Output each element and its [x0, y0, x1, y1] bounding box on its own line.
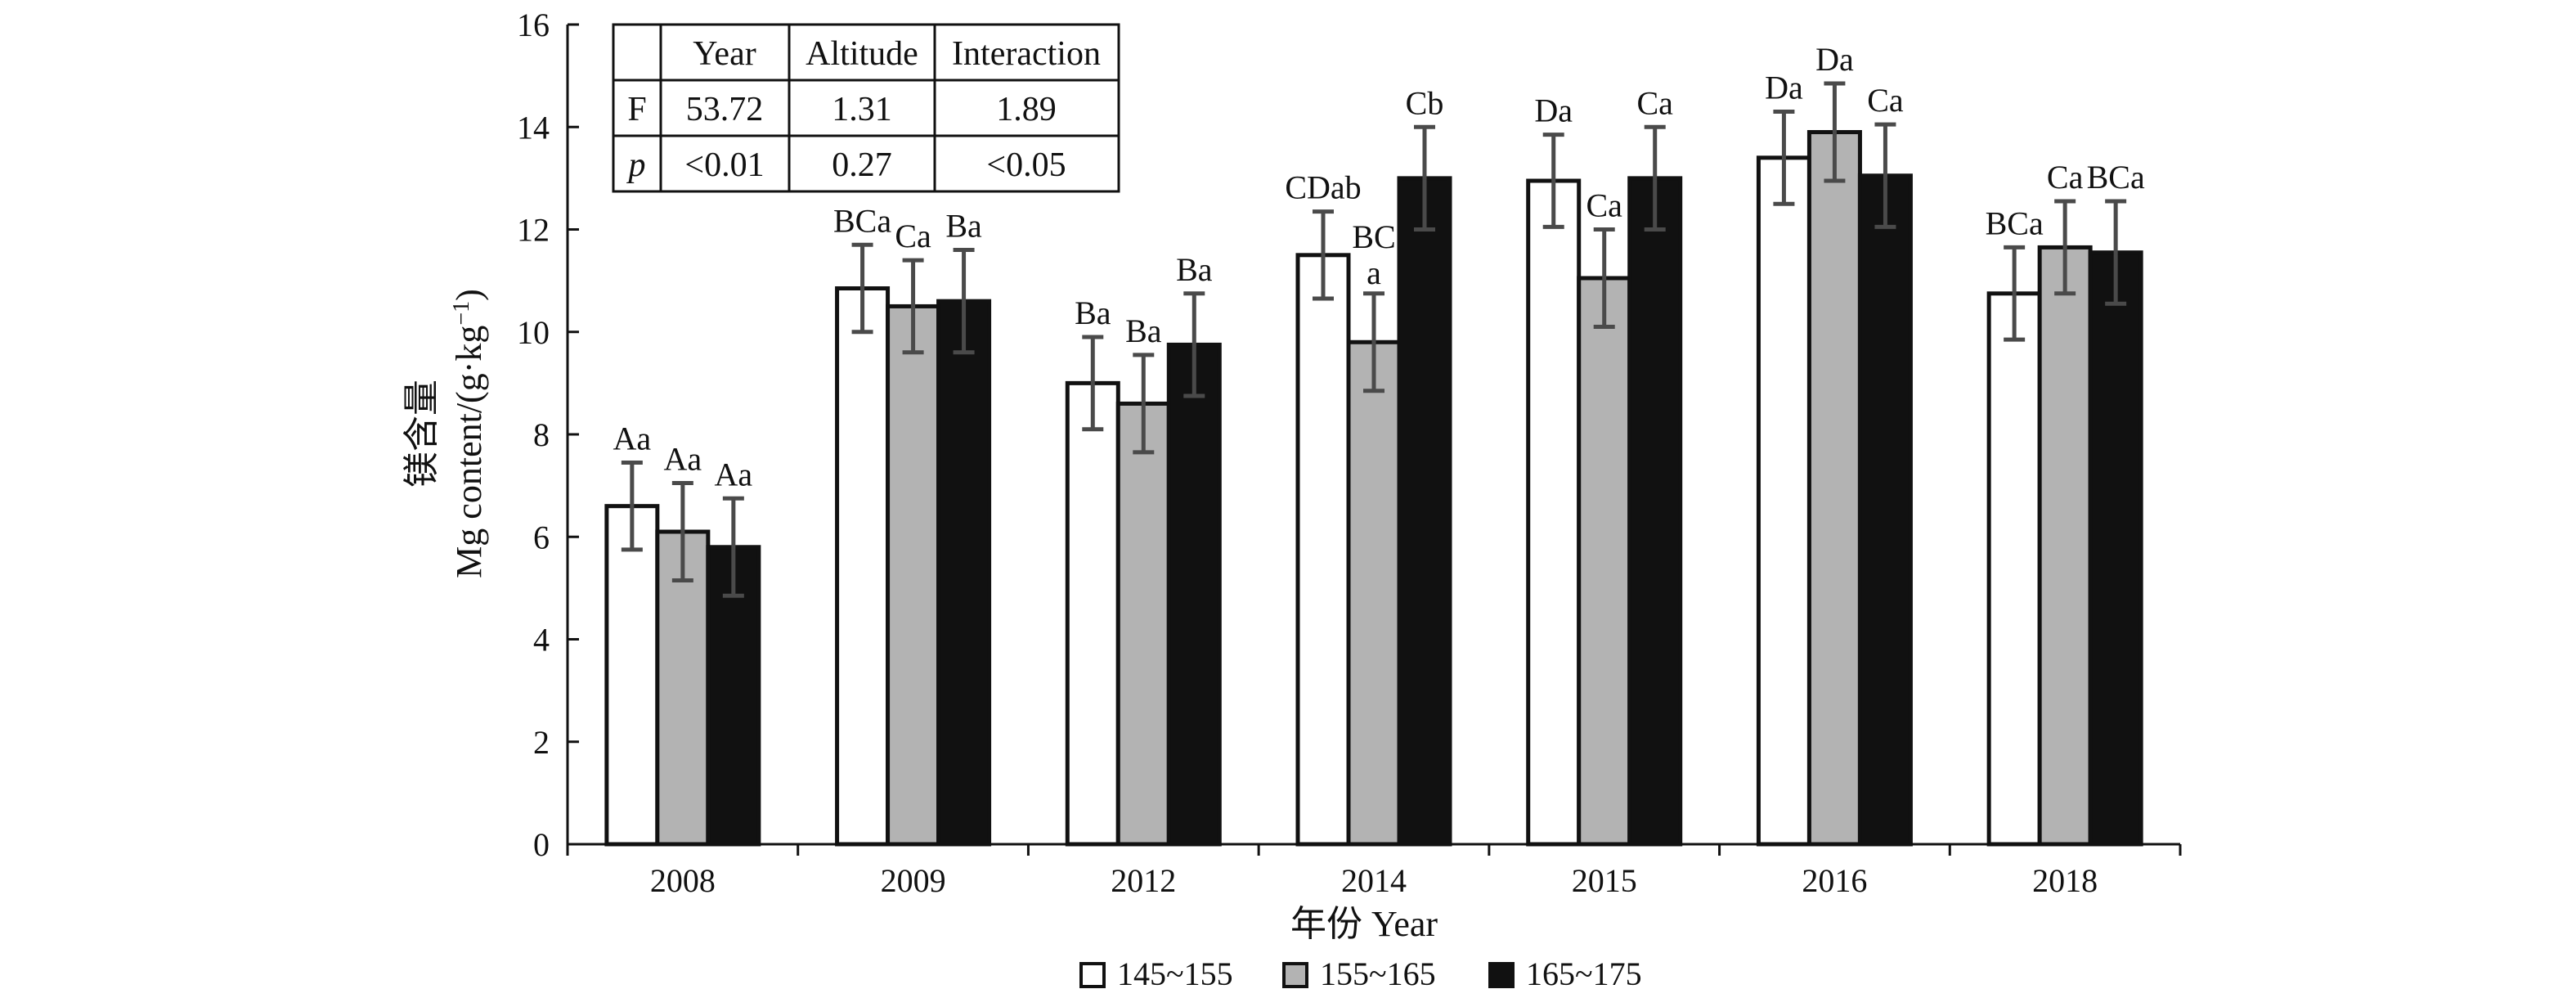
bar	[2088, 250, 2143, 847]
data-label: BCa	[2087, 159, 2145, 196]
stats-table-p-altitude: 0.27	[832, 146, 892, 184]
data-label: Ba	[1075, 294, 1111, 331]
data-label: Aa	[664, 440, 702, 477]
x-tick-label: 2008	[650, 862, 716, 899]
bar	[1166, 342, 1222, 847]
data-label: Ca	[1586, 187, 1622, 224]
data-label: Ca	[2047, 159, 2084, 196]
x-tick-label: 2018	[2032, 862, 2098, 899]
stats-table-row-f-label: F	[627, 91, 646, 128]
y-axis-title-exponent: −1	[449, 301, 474, 326]
legend-label-155-165: 155~165	[1320, 955, 1436, 992]
y-tick-label: 6	[533, 519, 550, 555]
legend-swatch-155-165	[1282, 962, 1308, 988]
bar	[886, 303, 941, 847]
bar	[1857, 173, 1913, 847]
bar	[936, 299, 992, 847]
bar	[1806, 130, 1862, 847]
y-tick-label: 0	[533, 826, 550, 863]
data-label: Ca	[895, 218, 931, 254]
x-tick-label: 2014	[1341, 862, 1407, 899]
data-label: Aa	[613, 420, 652, 456]
data-label: BCa	[833, 202, 891, 239]
y-tick-label: 16	[517, 7, 550, 43]
stats-table-f-year: 53.72	[686, 91, 764, 128]
data-label: Ba	[1125, 312, 1162, 349]
data-label: Da	[1815, 41, 1854, 78]
x-axis-title: 年份 Year	[1290, 904, 1438, 944]
bar	[1577, 276, 1632, 847]
bar	[1627, 176, 1683, 847]
x-tick-label: 2015	[1572, 862, 1637, 899]
legend-label-165-175: 165~175	[1526, 955, 1642, 992]
stats-table-p-year: <0.01	[684, 146, 764, 184]
bar	[835, 286, 891, 847]
y-axis-title-close: )	[449, 289, 489, 301]
data-label: Ba	[1176, 251, 1213, 288]
bar	[1756, 155, 1811, 847]
stats-table-border	[612, 23, 1120, 193]
bar	[1065, 380, 1120, 847]
y-axis-title-cn: 镁含量	[402, 380, 442, 488]
stats-table-p-interaction: <0.05	[986, 146, 1066, 184]
bar	[1115, 401, 1171, 847]
y-tick-label: 12	[517, 212, 550, 249]
y-tick-label: 2	[533, 724, 550, 761]
stats-table-header-interaction: Interaction	[952, 35, 1101, 73]
legend: 145~155 155~165 165~175	[1079, 955, 1642, 992]
data-label: Da	[1534, 92, 1573, 129]
data-label: BC	[1352, 218, 1395, 255]
y-tick-label: 10	[517, 314, 550, 351]
data-label: Da	[1765, 69, 1803, 106]
legend-label-145-155: 145~155	[1117, 955, 1233, 992]
y-tick-label: 8	[533, 416, 550, 453]
y-tick-label: 4	[533, 622, 550, 659]
x-tick-label: 2016	[1802, 862, 1867, 899]
data-label: a	[1367, 254, 1381, 291]
x-tick-label: 2009	[881, 862, 946, 899]
stats-table-f-interaction: 1.89	[996, 91, 1057, 128]
data-label: CDab	[1285, 169, 1361, 206]
y-axis-title: 镁含量 Mg content/(g·kg−1)	[402, 289, 489, 578]
bar	[1526, 178, 1582, 847]
y-axis-title-unit: Mg content/(g·kg	[449, 326, 489, 578]
data-label: BCa	[1986, 205, 2044, 241]
bar	[1986, 291, 2042, 847]
bar	[604, 504, 660, 847]
stats-table: Year Altitude Interaction F 53.72 1.31 1…	[612, 23, 1120, 193]
stats-table-f-altitude: 1.31	[832, 91, 892, 128]
legend-swatch-165-175	[1488, 962, 1515, 988]
bar	[1295, 253, 1351, 847]
x-tick-label: 2012	[1111, 862, 1176, 899]
axes: 0 2 4 6 8 10 12 14 16 2008 2009 2012 2014 2015 2016 201…	[517, 7, 2182, 899]
legend-swatch-145-155	[1079, 962, 1106, 988]
y-tick-label: 14	[517, 109, 550, 146]
bar	[2037, 245, 2093, 847]
data-label: Ba	[945, 208, 982, 245]
bar	[1346, 339, 1402, 847]
y-axis-title-en: Mg content/(g·kg−1)	[449, 289, 490, 578]
data-label: Aa	[715, 456, 753, 492]
stats-table-header-year: Year	[693, 35, 756, 73]
stats-table-row-p-label: p	[626, 146, 646, 184]
data-label: Ca	[1636, 84, 1673, 121]
data-label: Ca	[1867, 82, 1904, 119]
data-label: Cb	[1406, 84, 1444, 121]
stats-table-header-altitude: Altitude	[806, 35, 918, 73]
bar	[1397, 176, 1452, 847]
